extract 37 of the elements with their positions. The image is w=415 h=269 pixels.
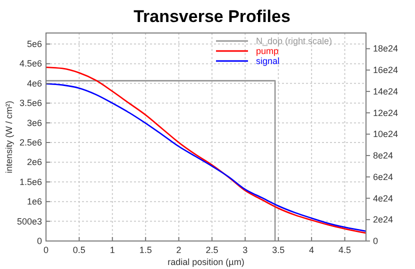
x-tick-label: 4 <box>309 245 314 255</box>
x-tick-label: 3 <box>242 245 248 255</box>
legend-label: pump <box>256 46 279 56</box>
y-tick-label: 2.5e6 <box>19 138 42 148</box>
y2-tick-label: 18e24 <box>373 44 398 54</box>
x-tick-label: 4.5 <box>338 245 352 255</box>
y-tick-label: 0 <box>36 236 42 246</box>
y-tick-label: 2e6 <box>26 157 42 168</box>
y-axis-title: intensity (W / cm²) <box>4 100 14 174</box>
y2-tick-label: 12e24 <box>373 108 398 118</box>
y-tick-label: 1.5e6 <box>19 176 42 187</box>
x-tick-label: 2.5 <box>206 245 218 255</box>
y-tick-label: 5e6 <box>26 39 42 50</box>
y2-tick-label: 0 <box>373 236 378 246</box>
x-tick-label: 0 <box>43 245 49 255</box>
x-tick-label: 1 <box>110 245 115 255</box>
y2-tick-label: 2e24 <box>373 214 394 225</box>
x-axis-title: radial position (µm) <box>168 257 244 267</box>
legend-label: signal <box>256 56 280 66</box>
x-tick-label: 3.5 <box>272 245 285 255</box>
y-tick-label: 1e6 <box>26 196 42 207</box>
y-tick-label: 4.5e6 <box>19 58 42 69</box>
y2-tick-label: 14e24 <box>373 86 398 96</box>
y-tick-label: 500e3 <box>16 216 42 226</box>
y-tick-label: 4e6 <box>26 78 42 88</box>
y-tick-label: 3e6 <box>26 118 42 128</box>
x-tick-label: 2 <box>176 245 182 255</box>
y2-tick-label: 6e24 <box>373 172 394 182</box>
x-tick-label: 1.5 <box>139 245 152 255</box>
x-tick-label: 0.5 <box>72 245 86 255</box>
y2-tick-label: 16e24 <box>373 65 398 76</box>
y-tick-label: 3.5e6 <box>19 98 42 108</box>
y2-tick-label: 8e24 <box>373 150 394 161</box>
legend-label: N_dop (right scale) <box>256 36 332 46</box>
y2-tick-label: 4e24 <box>373 193 394 204</box>
chart-title: Transverse Profiles <box>134 7 290 26</box>
y2-tick-label: 10e24 <box>373 129 398 140</box>
